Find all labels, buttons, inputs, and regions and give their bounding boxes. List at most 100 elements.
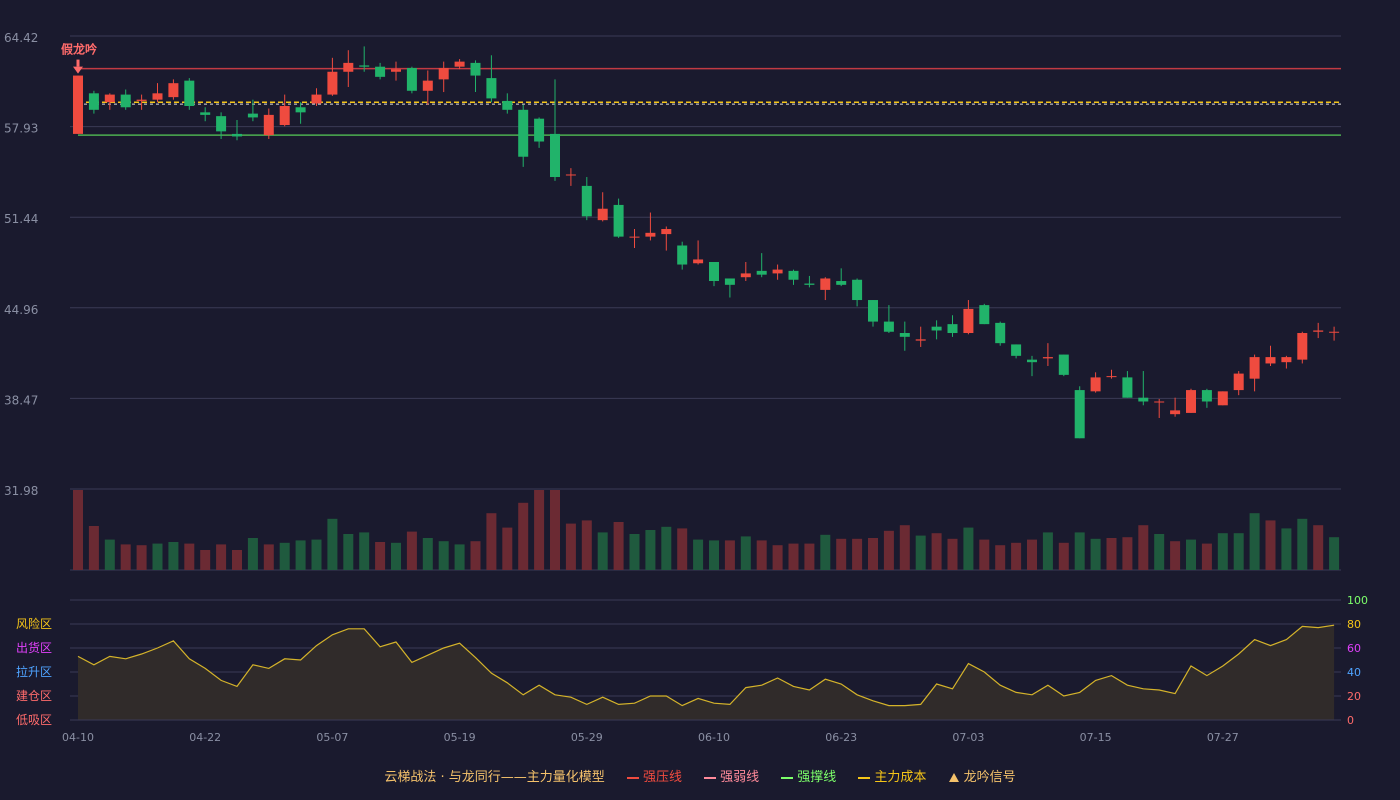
volume-bar (756, 540, 767, 570)
candle-body (1281, 357, 1292, 363)
osc-tick-label: 60 (1347, 642, 1361, 655)
candle (661, 226, 672, 251)
candle-body (772, 269, 783, 274)
candle (1042, 343, 1053, 366)
candle-body (406, 67, 417, 91)
candle (1170, 397, 1181, 417)
date-tick-label: 07-15 (1080, 731, 1112, 744)
candle-body (788, 270, 799, 280)
candle-body (868, 300, 878, 322)
volume-bar (1249, 513, 1260, 570)
date-tick-label: 04-22 (189, 731, 221, 744)
candle (1313, 322, 1324, 339)
volume-bar (820, 534, 831, 570)
candle (1297, 331, 1308, 364)
signal-arrow-head (73, 66, 83, 74)
candle-body (1138, 397, 1149, 402)
candle-body (1106, 376, 1117, 378)
candle-body (677, 245, 688, 265)
candle (1122, 371, 1133, 398)
candle (136, 94, 147, 110)
volume-bar (724, 540, 735, 570)
candle-body (565, 174, 576, 176)
candle-body (963, 308, 974, 334)
candle (343, 50, 354, 87)
candle-body (311, 94, 322, 104)
volume-bar (375, 542, 386, 570)
candle-body (247, 113, 258, 118)
candle (836, 268, 847, 287)
candle-body (740, 273, 751, 278)
date-tick-label: 07-27 (1207, 731, 1239, 744)
candle-body (359, 65, 370, 67)
candle-body (343, 62, 354, 72)
price-tick-label: 51.44 (4, 212, 38, 226)
candle-body (550, 133, 560, 178)
volume-bar (1170, 541, 1181, 570)
candle-body (947, 324, 958, 334)
candle (168, 79, 179, 100)
candle-body (724, 278, 735, 285)
candle-body (979, 305, 990, 325)
volume-bar (502, 527, 513, 570)
volume-bar (693, 539, 704, 570)
candle-body (1217, 391, 1228, 406)
candle (899, 321, 910, 351)
candle-body (1027, 359, 1037, 363)
candle-body (756, 270, 767, 275)
candle-body (327, 71, 338, 95)
volume-bar (1217, 533, 1228, 570)
volume-bar (168, 542, 179, 570)
date-tick-label: 05-29 (571, 731, 603, 744)
candle-body (1313, 330, 1324, 332)
volume-bar (1154, 534, 1165, 570)
candle-body (73, 75, 83, 134)
candle-body (1186, 390, 1196, 413)
candle (438, 61, 449, 93)
volume-bar (1201, 543, 1212, 570)
candle-body (152, 93, 163, 100)
candle-body (597, 208, 608, 221)
date-tick-label: 06-23 (825, 731, 857, 744)
candle (995, 321, 1006, 346)
candle-body (820, 278, 831, 290)
volume-bar (200, 550, 211, 570)
candle (152, 83, 163, 103)
candle-body (1011, 344, 1022, 356)
volume-bar (661, 526, 672, 570)
candle-body (661, 229, 672, 235)
candle (200, 107, 211, 122)
volume-bar (995, 545, 1006, 570)
volume-bar (1233, 533, 1244, 570)
candle-body (883, 321, 894, 332)
candle (454, 59, 465, 70)
candle-body (1058, 354, 1069, 375)
candle (375, 62, 386, 80)
volume-bar (1058, 542, 1069, 570)
osc-zone-label: 风险区 (16, 616, 52, 631)
volume-bar (1329, 537, 1340, 570)
date-tick-label: 06-10 (698, 731, 730, 744)
candle-body (120, 94, 131, 108)
candle-body (852, 279, 863, 301)
volume-bar (772, 545, 783, 570)
candle-body (518, 109, 529, 157)
osc-tick-label: 100 (1347, 594, 1368, 607)
candle-body (486, 78, 497, 99)
candle (581, 177, 592, 221)
candle-body (232, 133, 242, 137)
volume-bar (104, 539, 115, 570)
volume-bar (1042, 532, 1053, 570)
candle (1265, 345, 1276, 366)
candle-body (422, 80, 433, 91)
volume-bar (263, 544, 274, 570)
candle (88, 90, 99, 114)
candle (1011, 344, 1022, 359)
volume-bar (868, 538, 878, 570)
volume-bar (581, 520, 592, 570)
candle-body (709, 261, 719, 282)
volume-bar (550, 490, 560, 570)
candle (1106, 369, 1117, 379)
volume-bar (327, 518, 338, 570)
volume-bar (518, 502, 529, 570)
